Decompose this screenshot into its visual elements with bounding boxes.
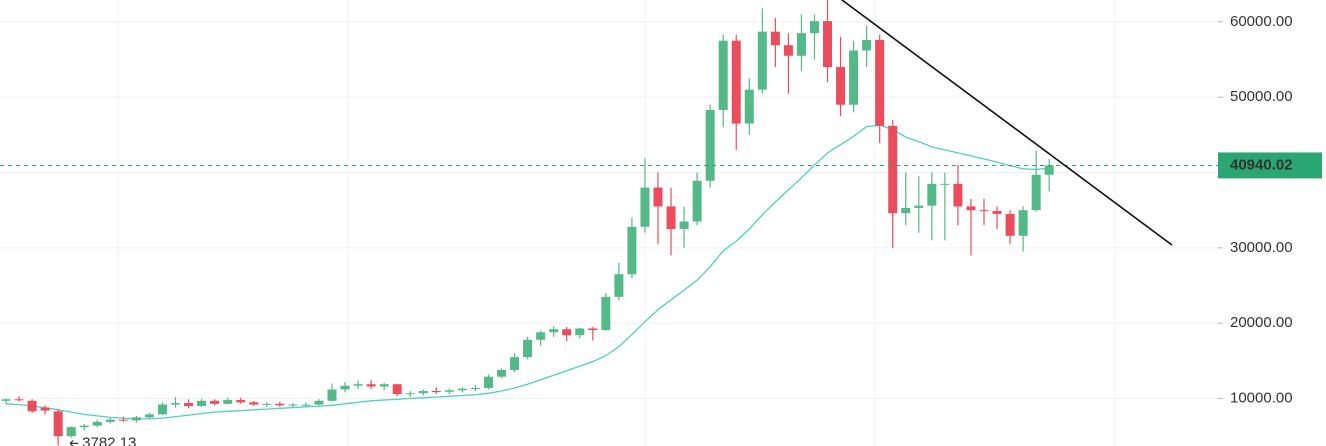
candle-body <box>431 391 441 393</box>
plot-area: 3782.13 <box>0 0 1218 446</box>
candle-body <box>836 67 846 105</box>
candle-body <box>1031 174 1041 211</box>
candle-body <box>275 403 285 406</box>
candle-body <box>562 329 572 336</box>
price-axis-labels: 10000.0020000.0030000.0040000.0050000.00… <box>1218 13 1322 407</box>
current-price-box <box>1218 152 1322 179</box>
candle-body <box>379 384 389 387</box>
candle-body <box>940 183 950 185</box>
candle-body <box>340 385 350 390</box>
candle-body <box>470 387 480 389</box>
candle-body <box>223 400 233 404</box>
candle-body <box>705 109 715 181</box>
candle-body <box>405 393 415 395</box>
candle-body <box>666 206 676 230</box>
candle-body <box>731 40 741 124</box>
candle-body <box>783 45 793 56</box>
candle-body <box>483 376 493 388</box>
candle-body <box>575 328 585 336</box>
candle-body <box>353 384 363 386</box>
candle-body <box>640 187 650 227</box>
candle-body <box>601 296 611 330</box>
candle-body <box>523 339 533 358</box>
y-tick-label: 10000.00 <box>1230 390 1293 407</box>
candle-body <box>1044 165 1054 175</box>
candle-body <box>366 384 376 387</box>
candle-body <box>809 21 819 34</box>
trend-line <box>840 0 1173 246</box>
candle-body <box>184 403 194 407</box>
candle-body <box>157 404 167 415</box>
candle-body <box>79 425 89 428</box>
candle-body <box>27 400 37 412</box>
candle-body <box>888 125 898 214</box>
y-tick-label: 20000.00 <box>1230 314 1293 331</box>
candle-body <box>236 400 246 403</box>
candle-body <box>197 400 207 407</box>
candle-body <box>992 210 1002 214</box>
candle-body <box>627 226 637 275</box>
candle-body <box>927 183 937 206</box>
candle-body <box>549 329 559 333</box>
candle-body <box>901 207 911 214</box>
candle-body <box>979 210 989 212</box>
candle-body <box>327 389 337 401</box>
candle-body <box>105 419 115 422</box>
candle-body <box>679 221 689 230</box>
candle-body <box>588 328 598 330</box>
candle-body <box>314 400 324 405</box>
price-axis <box>1218 0 1326 446</box>
candle-body <box>301 404 311 406</box>
candle-body <box>418 391 428 394</box>
candle-body <box>536 332 546 340</box>
current-price-label: 40940.02 <box>1230 156 1293 173</box>
candle-body <box>171 403 181 405</box>
low-label: 3782.13 <box>82 434 136 446</box>
candle-body <box>718 40 728 110</box>
y-tick-label: 60000.00 <box>1230 13 1293 30</box>
candle-body <box>92 421 102 426</box>
candle-body <box>1018 210 1028 236</box>
candle-body <box>875 39 885 126</box>
candle-body <box>953 183 963 207</box>
candle-body <box>614 274 624 297</box>
candle-body <box>288 404 298 406</box>
candle-body <box>914 205 924 208</box>
price-grid <box>0 21 1218 400</box>
candle-body <box>118 419 128 421</box>
candle-body <box>66 427 76 437</box>
candle-body <box>966 206 976 211</box>
candle-body <box>1005 213 1015 236</box>
candle-body <box>392 384 402 395</box>
candle-body <box>653 187 663 207</box>
candle-body <box>14 399 24 401</box>
candle-body <box>757 31 767 90</box>
candle-body <box>144 414 154 418</box>
candle-body <box>457 388 467 391</box>
candle-body <box>692 180 702 222</box>
candle-body <box>744 89 754 124</box>
candle-body <box>131 417 141 421</box>
candle-body <box>497 369 507 377</box>
y-tick-label: 30000.00 <box>1230 239 1293 256</box>
candle-body <box>862 39 872 51</box>
candle-body <box>849 50 859 105</box>
candle-body <box>262 403 272 405</box>
candle-body <box>770 31 780 46</box>
y-tick-label: 50000.00 <box>1230 88 1293 105</box>
time-grid <box>117 0 1116 446</box>
candle-body <box>210 400 220 404</box>
low-arrow <box>69 439 79 446</box>
candle-body <box>249 402 259 405</box>
candle-body <box>510 357 520 370</box>
candle-body <box>1 399 11 401</box>
candle-body <box>53 411 63 437</box>
candle-body <box>444 390 454 392</box>
candle-body <box>40 407 50 411</box>
candle-body <box>823 21 833 68</box>
candle-body <box>796 33 806 56</box>
